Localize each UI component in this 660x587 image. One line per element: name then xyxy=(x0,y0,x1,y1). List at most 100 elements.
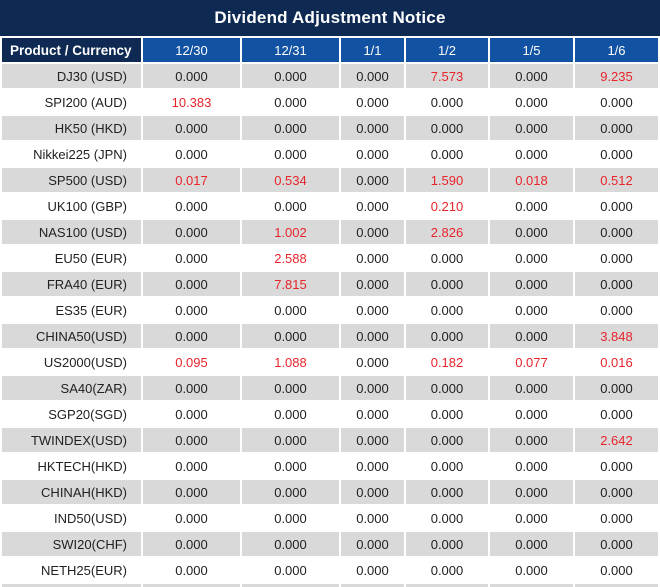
product-cell: NETH25(EUR) xyxy=(2,558,141,582)
data-table: Product / Currency 12/30 12/31 1/1 1/2 1… xyxy=(0,36,660,587)
value-cell: 0.000 xyxy=(341,142,404,166)
value-cell: 0.000 xyxy=(575,194,658,218)
table-row: SGP20(SGD) 0.000 0.000 0.000 0.000 0.000 0.000 xyxy=(2,402,658,426)
table-row: IND50(USD) 0.000 0.000 0.000 0.000 0.000 0.000 xyxy=(2,506,658,530)
value-cell: 0.000 xyxy=(490,454,573,478)
table-row: TWINDEX(USD) 0.000 0.000 0.000 0.000 0.000 2.6… xyxy=(2,428,658,452)
value-cell: 0.000 xyxy=(406,142,488,166)
value-cell: 0.000 xyxy=(406,90,488,114)
product-cell: NAS100 (USD) xyxy=(2,220,141,244)
value-cell: 0.000 xyxy=(406,376,488,400)
value-cell: 1.088 xyxy=(242,350,339,374)
value-cell: 0.000 xyxy=(242,402,339,426)
value-cell: 0.000 xyxy=(143,402,240,426)
value-cell: 0.000 xyxy=(575,142,658,166)
value-cell: 0.000 xyxy=(490,376,573,400)
value-cell: 0.000 xyxy=(406,428,488,452)
value-cell: 0.000 xyxy=(575,454,658,478)
product-cell: HK50 (HKD) xyxy=(2,116,141,140)
value-cell: 9.235 xyxy=(575,64,658,88)
value-cell: 0.534 xyxy=(242,168,339,192)
value-cell: 0.000 xyxy=(575,402,658,426)
value-cell: 2.588 xyxy=(242,246,339,270)
value-cell: 0.000 xyxy=(490,324,573,348)
table-row: UK100 (GBP) 0.000 0.000 0.000 0.210 0.000 0.00… xyxy=(2,194,658,218)
table-row: SP500 (USD) 0.017 0.534 0.000 1.590 0.018 0.51… xyxy=(2,168,658,192)
product-cell: SPI200 (AUD) xyxy=(2,90,141,114)
value-cell: 0.000 xyxy=(406,298,488,322)
product-cell: EU50 (EUR) xyxy=(2,246,141,270)
value-cell: 0.000 xyxy=(490,480,573,504)
value-cell: 0.210 xyxy=(406,194,488,218)
product-cell: ES35 (EUR) xyxy=(2,298,141,322)
value-cell: 0.000 xyxy=(341,220,404,244)
value-cell: 0.000 xyxy=(406,480,488,504)
value-cell: 0.000 xyxy=(490,142,573,166)
value-cell: 0.000 xyxy=(575,246,658,270)
value-cell: 0.000 xyxy=(143,64,240,88)
product-cell: US2000(USD) xyxy=(2,350,141,374)
value-cell: 0.000 xyxy=(341,480,404,504)
value-cell: 0.000 xyxy=(490,272,573,296)
value-cell: 0.000 xyxy=(341,324,404,348)
value-cell: 0.000 xyxy=(341,402,404,426)
table-row: DJ30 (USD) 0.000 0.000 0.000 7.573 0.000 9.235 xyxy=(2,64,658,88)
value-cell: 0.000 xyxy=(575,116,658,140)
value-cell: 0.000 xyxy=(490,64,573,88)
table-row: NAS100 (USD) 0.000 1.002 0.000 2.826 0.000 0.0… xyxy=(2,220,658,244)
value-cell: 0.000 xyxy=(143,376,240,400)
value-cell: 0.000 xyxy=(143,558,240,582)
value-cell: 0.000 xyxy=(575,272,658,296)
value-cell: 0.000 xyxy=(143,272,240,296)
value-cell: 0.000 xyxy=(143,142,240,166)
value-cell: 0.000 xyxy=(242,194,339,218)
value-cell: 0.000 xyxy=(490,558,573,582)
product-cell: SA40(ZAR) xyxy=(2,376,141,400)
value-cell: 0.000 xyxy=(143,298,240,322)
value-cell: 0.077 xyxy=(490,350,573,374)
value-cell: 0.000 xyxy=(242,142,339,166)
product-cell: TWINDEX(USD) xyxy=(2,428,141,452)
column-header-date: 12/31 xyxy=(242,38,339,62)
product-cell: Nikkei225 (JPN) xyxy=(2,142,141,166)
value-cell: 2.642 xyxy=(575,428,658,452)
value-cell: 0.000 xyxy=(575,376,658,400)
value-cell: 0.016 xyxy=(575,350,658,374)
value-cell: 0.000 xyxy=(341,116,404,140)
value-cell: 0.000 xyxy=(242,324,339,348)
header-row: Product / Currency 12/30 12/31 1/1 1/2 1… xyxy=(2,38,658,62)
value-cell: 0.000 xyxy=(341,506,404,530)
product-cell: CHINAH(HKD) xyxy=(2,480,141,504)
value-cell: 0.000 xyxy=(242,116,339,140)
product-cell xyxy=(2,584,141,587)
value-cell: 0.000 xyxy=(406,558,488,582)
column-header-date: 1/5 xyxy=(490,38,573,62)
table-row: NETH25(EUR) 0.000 0.000 0.000 0.000 0.000 0.00… xyxy=(2,558,658,582)
page-title: Dividend Adjustment Notice xyxy=(0,0,660,36)
value-cell: 0.000 xyxy=(143,454,240,478)
value-cell: 0.000 xyxy=(341,454,404,478)
product-cell: FRA40 (EUR) xyxy=(2,272,141,296)
value-cell: 0.000 xyxy=(341,246,404,270)
product-cell: HKTECH(HKD) xyxy=(2,454,141,478)
table-row: HKTECH(HKD) 0.000 0.000 0.000 0.000 0.000 0.00… xyxy=(2,454,658,478)
value-cell: 0.000 xyxy=(490,246,573,270)
value-cell: 0.000 xyxy=(242,558,339,582)
value-cell: 0.000 xyxy=(341,272,404,296)
value-cell: 0.018 xyxy=(490,168,573,192)
value-cell: 0.000 xyxy=(341,64,404,88)
value-cell: 3.848 xyxy=(575,324,658,348)
value-cell: 0.000 xyxy=(575,558,658,582)
value-cell: 0.000 xyxy=(341,350,404,374)
value-cell: 0.000 xyxy=(575,480,658,504)
value-cell: 0.000 xyxy=(575,532,658,556)
table-row: SPI200 (AUD) 10.383 0.000 0.000 0.000 0.000 0.… xyxy=(2,90,658,114)
value-cell: 0.000 xyxy=(242,480,339,504)
table-row: CHINAH(HKD) 0.000 0.000 0.000 0.000 0.000 0.00… xyxy=(2,480,658,504)
table-row: US2000(USD) 0.095 1.088 0.000 0.182 0.077 0.01… xyxy=(2,350,658,374)
value-cell: 0.000 xyxy=(143,532,240,556)
value-cell: 0.000 xyxy=(143,246,240,270)
value-cell: 0.000 xyxy=(490,194,573,218)
value-cell: 0.000 xyxy=(490,532,573,556)
product-cell: SGP20(SGD) xyxy=(2,402,141,426)
